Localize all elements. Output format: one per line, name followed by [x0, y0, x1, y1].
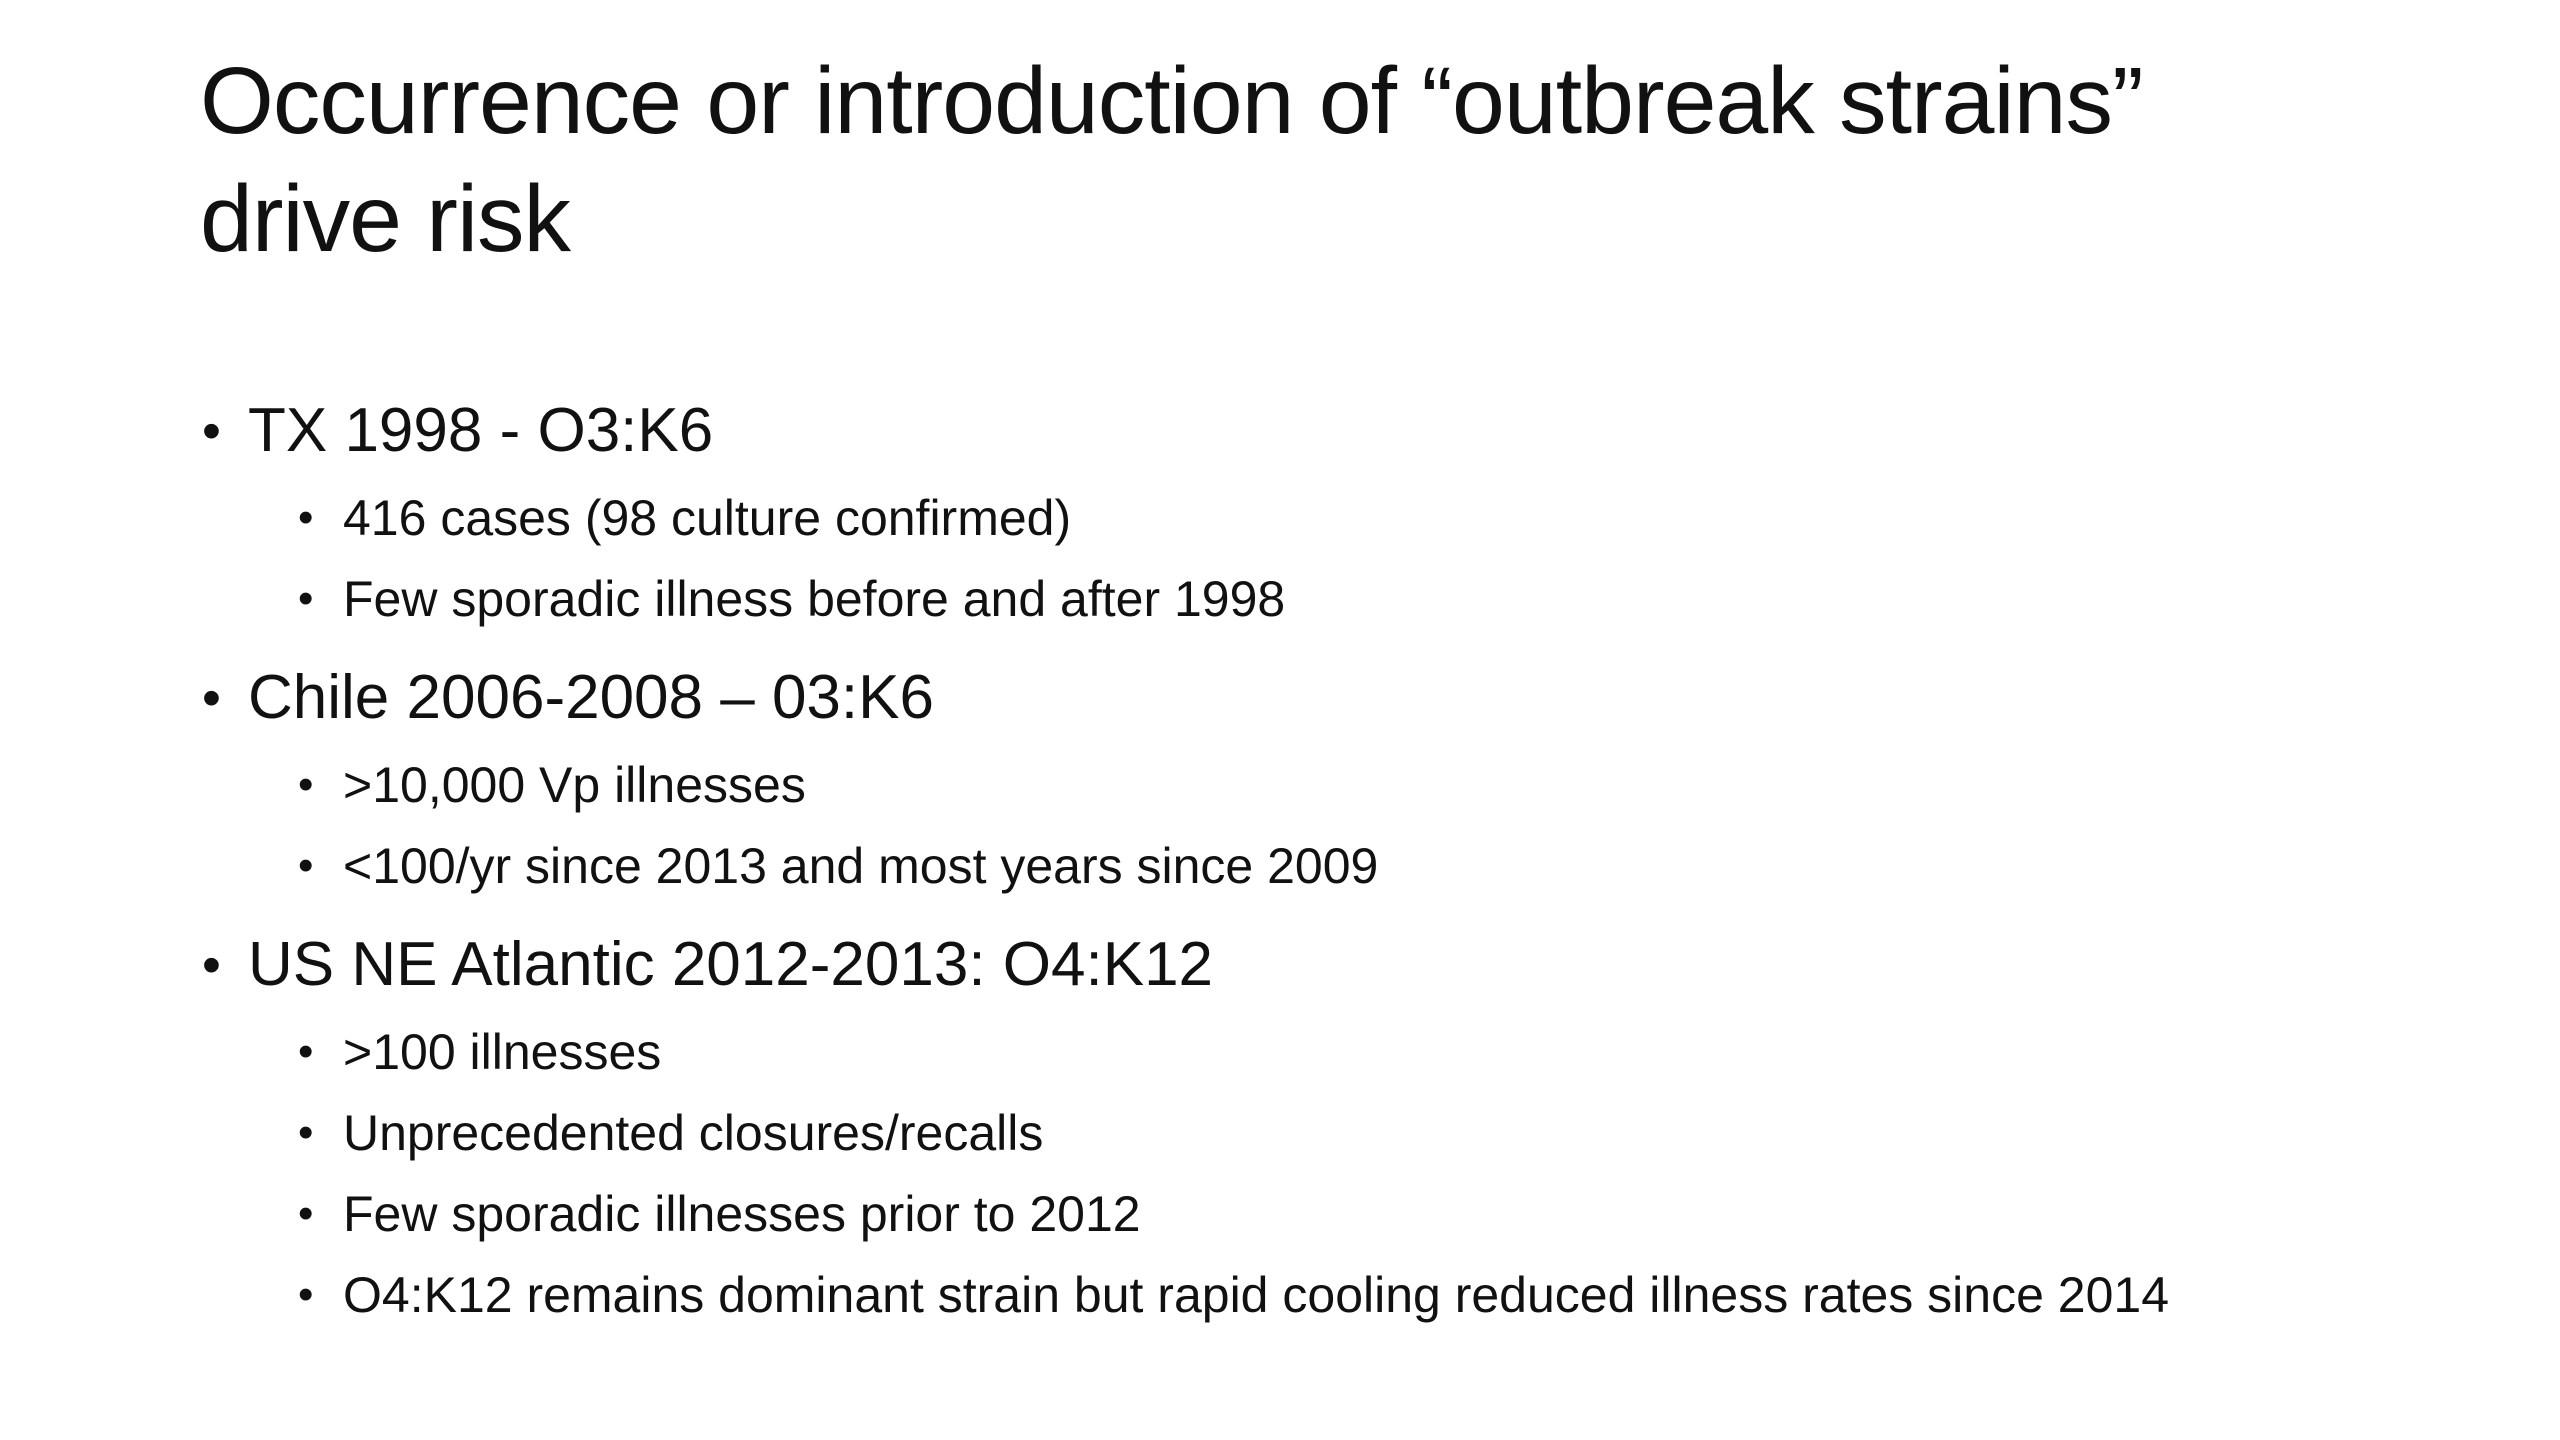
sub-bullet-item: • >10,000 Vp illnesses	[0, 760, 2560, 810]
sub-bullet-item: • Few sporadic illness before and after …	[0, 574, 2560, 624]
bullet-icon: •	[298, 1189, 314, 1238]
bullet-item-us-ne-atlantic: • US NE Atlantic 2012-2013: O4:K12	[0, 934, 2560, 996]
bullet-icon: •	[202, 935, 221, 995]
sub-bullet-item: • O4:K12 remains dominant strain but rap…	[0, 1270, 2560, 1320]
bullet-icon: •	[298, 1108, 314, 1157]
slide-title: Occurrence or introduction of “outbreak …	[0, 0, 2560, 278]
bullet-list: • TX 1998 - O3:K6 • 416 cases (98 cultur…	[0, 400, 2560, 1321]
sub-bullet-text: Few sporadic illness before and after 19…	[343, 571, 1286, 627]
bullet-text: Chile 2006-2008 – 03:K6	[248, 663, 934, 732]
sub-bullet-item: • Few sporadic illnesses prior to 2012	[0, 1189, 2560, 1239]
sub-bullet-text: <100/yr since 2013 and most years since …	[343, 838, 1379, 894]
bullet-text: TX 1998 - O3:K6	[248, 396, 714, 465]
bullet-icon: •	[298, 760, 314, 809]
bullet-icon: •	[298, 574, 314, 623]
bullet-icon: •	[298, 493, 314, 542]
bullet-icon: •	[298, 1270, 314, 1319]
sub-bullet-text: >10,000 Vp illnesses	[343, 757, 806, 813]
sub-bullet-text: >100 illnesses	[343, 1024, 662, 1080]
sub-bullet-text: Few sporadic illnesses prior to 2012	[343, 1186, 1141, 1242]
sub-bullet-item: • Unprecedented closures/recalls	[0, 1108, 2560, 1158]
sub-bullet-text: 416 cases (98 culture confirmed)	[343, 490, 1072, 546]
bullet-item-tx-1998: • TX 1998 - O3:K6	[0, 400, 2560, 462]
bullet-text: US NE Atlantic 2012-2013: O4:K12	[248, 930, 1214, 999]
sub-bullet-text: O4:K12 remains dominant strain but rapid…	[343, 1267, 2170, 1323]
bullet-icon: •	[298, 1027, 314, 1076]
bullet-icon: •	[298, 841, 314, 890]
slide-title-line-1: Occurrence or introduction of “outbreak …	[200, 48, 2144, 154]
slide-title-line-2: drive risk	[200, 166, 571, 272]
bullet-icon: •	[202, 668, 221, 728]
bullet-item-chile: • Chile 2006-2008 – 03:K6	[0, 667, 2560, 729]
sub-bullet-item: • >100 illnesses	[0, 1027, 2560, 1077]
sub-bullet-item: • <100/yr since 2013 and most years sinc…	[0, 841, 2560, 891]
sub-bullet-item: • 416 cases (98 culture confirmed)	[0, 493, 2560, 543]
sub-bullet-text: Unprecedented closures/recalls	[343, 1105, 1044, 1161]
bullet-icon: •	[202, 401, 221, 461]
